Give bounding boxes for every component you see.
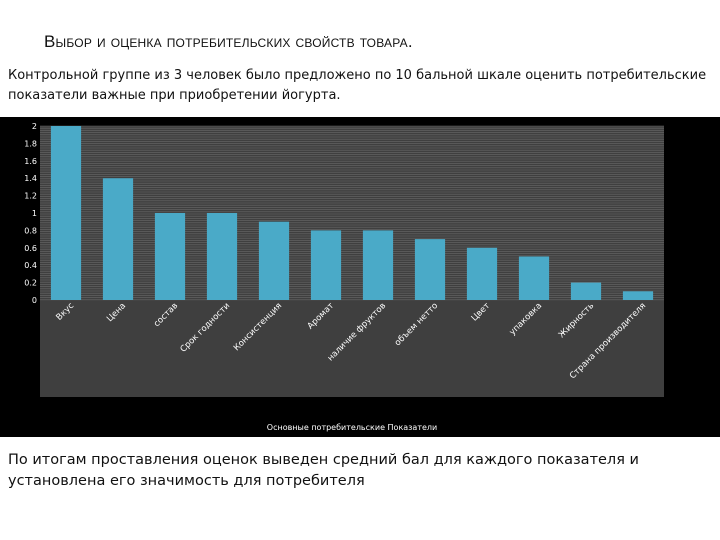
- y-tick-label: 0.8: [24, 226, 37, 235]
- y-tick-label: 1.8: [24, 139, 37, 148]
- y-tick-label: 0.4: [24, 261, 37, 270]
- bar: [206, 213, 238, 300]
- bar: [310, 230, 342, 300]
- bar: [414, 239, 446, 300]
- bar: [258, 221, 290, 300]
- plot-area: [40, 126, 664, 397]
- bar: [518, 256, 550, 300]
- bar: [570, 282, 602, 300]
- y-tick-label: 0.6: [24, 244, 37, 253]
- y-tick-label: 0.2: [24, 279, 37, 288]
- chart-frame: 0 0.2 0.4 0.6 0.8 1 1.2 1.4 1.6 1.8 2 Вкус Цена соста…: [0, 117, 720, 437]
- y-tick-label: 1: [32, 209, 37, 218]
- bar: [362, 230, 394, 300]
- slide-title: Выбор и оценка потребительских свойств т…: [44, 32, 413, 51]
- bar: [102, 178, 134, 300]
- bar: [622, 291, 654, 300]
- y-tick-label: 0: [32, 296, 37, 305]
- bar: [466, 247, 498, 300]
- y-tick-label: 1.2: [24, 192, 37, 201]
- conclusion-text: По итогам проставления оценок выведен ср…: [8, 452, 639, 489]
- bar: [154, 213, 186, 300]
- y-tick-label: 1.6: [24, 157, 37, 166]
- x-axis-title: Основные потребительские Показатели: [267, 423, 437, 432]
- y-tick-label: 2: [32, 122, 37, 131]
- intro-text: Контрольной группе из 3 человек было пре…: [8, 68, 707, 103]
- bar: [50, 126, 82, 300]
- y-tick-label: 1.4: [24, 174, 37, 183]
